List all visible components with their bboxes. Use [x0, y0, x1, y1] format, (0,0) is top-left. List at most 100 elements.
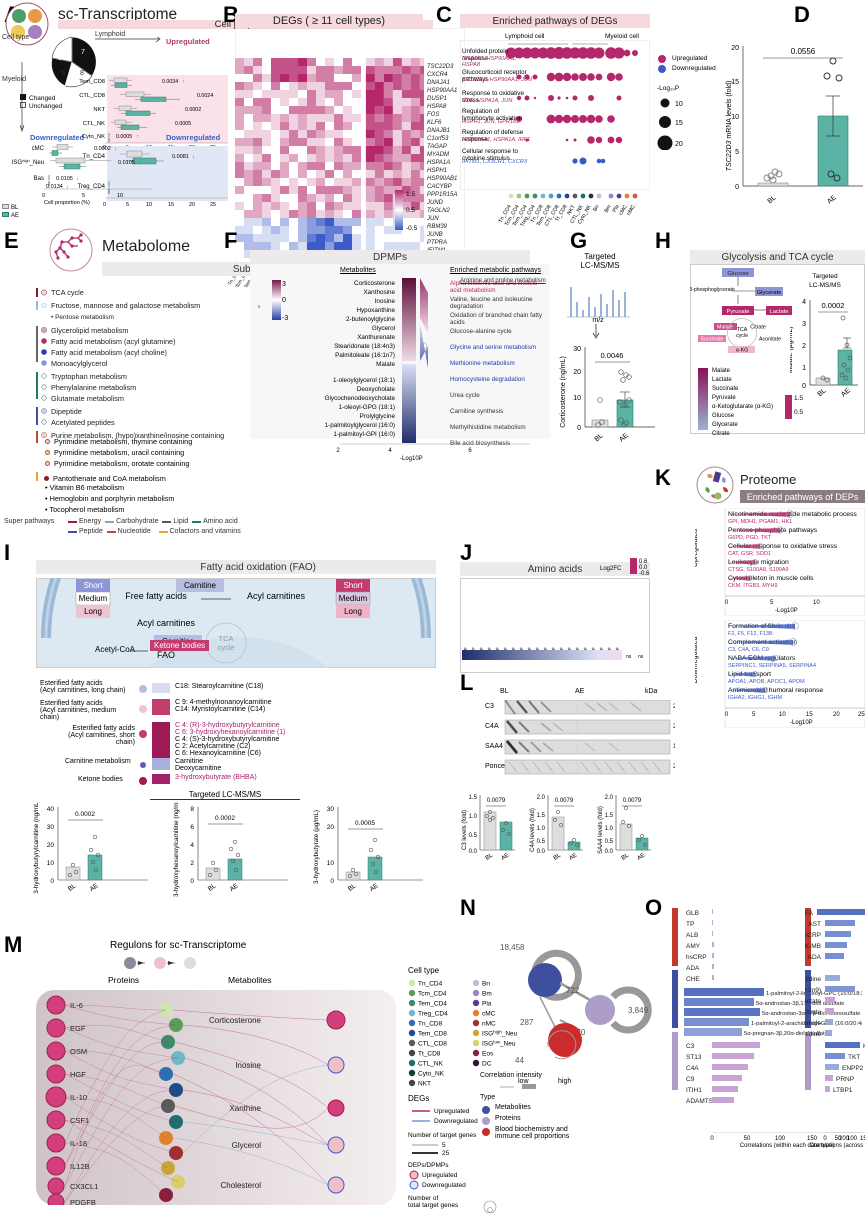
svg-text:AE: AE [89, 882, 101, 893]
svg-text:20: 20 [327, 824, 335, 831]
svg-text:-0.6: -0.6 [639, 571, 650, 577]
svg-text:Malate (µg/mL): Malate (µg/mL) [790, 326, 794, 373]
svg-text:• Pentose metabolism: • Pentose metabolism [51, 314, 114, 321]
svg-text:ISGlow_Neu: ISGlow_Neu [482, 1039, 516, 1048]
svg-text:Malate: Malate [717, 325, 733, 331]
svg-text:3-hydroxyhexanoylcarnitine (ng: 3-hydroxyhexanoylcarnitine (ng/mL) [173, 802, 180, 897]
svg-text:CSF1: CSF1 [70, 1116, 89, 1125]
svg-text:Glycerolipid metabolism: Glycerolipid metabolism [51, 326, 128, 335]
svg-text:G6PD, PGD, TKT: G6PD, PGD, TKT [728, 535, 772, 541]
svg-text:AE: AE [369, 882, 381, 893]
svg-text:Correlations (across data type: Correlations (across data types) [809, 1143, 865, 1148]
svg-text:C4A: C4A [485, 723, 499, 730]
svg-text:3: 3 [802, 321, 806, 328]
svg-text:AMY: AMY [686, 943, 701, 950]
svg-text:AE: AE [229, 882, 241, 893]
svg-text:150: 150 [860, 1136, 865, 1142]
svg-text:Corticosterone (ng/mL): Corticosterone (ng/mL) [560, 356, 567, 428]
svg-text:25: 25 [858, 712, 865, 718]
svg-text:C3, C4A, C6, C9: C3, C4A, C6, C9 [728, 647, 769, 653]
svg-text:ADA: ADA [686, 965, 700, 972]
svg-text:SERPINC1, SERPINA5, SERPINA4: SERPINC1, SERPINA5, SERPINA4 [728, 663, 816, 669]
svg-text:0: 0 [802, 383, 806, 390]
svg-text:CHE: CHE [686, 976, 700, 983]
svg-text:0: 0 [725, 600, 729, 606]
svg-text:BL: BL [553, 852, 563, 862]
svg-text:Acyl carnitines: Acyl carnitines [137, 618, 196, 628]
svg-text:GLB: GLB [686, 910, 699, 917]
svg-text:FAO: FAO [157, 650, 175, 660]
svg-text:10: 10 [675, 101, 683, 108]
svg-text:α-KG: α-KG [736, 347, 748, 353]
svg-text:BL: BL [817, 387, 828, 398]
svg-text:2: 2 [336, 448, 340, 454]
svg-text:5: 5 [752, 712, 756, 718]
svg-text:Histidine: Histidine [805, 976, 821, 983]
svg-text:CKM, ITGB3, MYH9: CKM, ITGB3, MYH9 [728, 583, 778, 589]
svg-text:C4A levels (fold): C4A levels (fold) [530, 808, 536, 852]
svg-text:DEGs: DEGs [408, 1094, 429, 1103]
svg-text:cMC: cMC [482, 1011, 496, 1018]
svg-text:0: 0 [50, 878, 54, 885]
svg-text:Treg_CD4: Treg_CD4 [418, 1011, 448, 1018]
svg-text:Succinate: Succinate [700, 337, 723, 343]
svg-text:1.0: 1.0 [469, 814, 478, 820]
svg-text:Tn_CD8: Tn_CD8 [418, 1021, 443, 1028]
svg-text:10: 10 [673, 743, 675, 750]
svg-text:20: 20 [573, 369, 581, 376]
svg-text:NEFA: NEFA [805, 910, 814, 917]
svg-text:Cholesterol: Cholesterol [221, 1181, 262, 1190]
svg-text:Short: Short [83, 581, 103, 590]
svg-text:Lactate: Lactate [805, 998, 821, 1005]
svg-text:0: 0 [735, 184, 739, 191]
svg-text:10: 10 [813, 600, 820, 606]
svg-text:Bn: Bn [592, 204, 600, 213]
svg-text:5: 5 [442, 1142, 446, 1149]
svg-text:6: 6 [190, 824, 194, 831]
svg-text:50: 50 [744, 1136, 751, 1142]
svg-text:0.0002: 0.0002 [75, 811, 95, 818]
svg-text:4: 4 [190, 842, 194, 849]
svg-text:BL: BL [67, 882, 78, 893]
svg-text:0.5: 0.5 [537, 839, 546, 845]
svg-text:BL: BL [594, 432, 605, 443]
svg-text:0.5: 0.5 [406, 207, 415, 214]
svg-text:Downregulated: Downregulated [434, 1118, 478, 1125]
svg-text:0.0: 0.0 [605, 849, 614, 855]
svg-text:Bm: Bm [604, 203, 613, 213]
svg-text:1.5: 1.5 [605, 813, 614, 819]
svg-text:0.0079: 0.0079 [555, 798, 574, 804]
svg-text:F2, F5, F12, F13B: F2, F5, F12, F13B [728, 631, 773, 637]
svg-text:0.0079: 0.0079 [487, 798, 506, 804]
svg-text:Number of target genes: Number of target genes [408, 1132, 477, 1139]
svg-text:AE: AE [840, 387, 852, 399]
svg-text:CTL_CD8: CTL_CD8 [418, 1041, 447, 1048]
svg-text:10: 10 [573, 395, 581, 402]
svg-text:nMC: nMC [626, 204, 637, 217]
svg-text:20: 20 [833, 712, 840, 718]
svg-text:IL12B: IL12B [70, 1162, 90, 1171]
svg-text:C3: C3 [686, 1043, 695, 1050]
svg-text:BL: BL [485, 852, 495, 862]
svg-text:5: 5 [770, 600, 774, 606]
svg-text:1.0: 1.0 [537, 826, 546, 832]
svg-text:Glucose: Glucose [727, 271, 748, 277]
svg-text:Aconitate: Aconitate [759, 337, 781, 343]
svg-text:Dipeptide: Dipeptide [51, 407, 82, 416]
svg-text:0.0: 0.0 [469, 849, 478, 855]
svg-text:nMC: nMC [482, 1021, 496, 1028]
svg-text:0: 0 [823, 1136, 827, 1142]
svg-text:Pyruvate: Pyruvate [727, 309, 750, 315]
svg-text:ENPP2: ENPP2 [842, 1065, 864, 1072]
svg-text:Bm: Bm [482, 991, 492, 998]
svg-text:0.0046: 0.0046 [601, 351, 624, 360]
svg-text:10: 10 [327, 860, 335, 867]
svg-text:Free fatty acids: Free fatty acids [125, 591, 187, 601]
svg-text:0: 0 [577, 425, 581, 432]
svg-text:AE: AE [500, 852, 510, 862]
svg-text:C9: C9 [686, 1076, 695, 1083]
svg-text:Eos: Eos [482, 1051, 494, 1058]
svg-text:1.5: 1.5 [537, 813, 546, 819]
svg-text:C4A: C4A [686, 1065, 699, 1072]
svg-text:IL-6: IL-6 [70, 1001, 83, 1010]
